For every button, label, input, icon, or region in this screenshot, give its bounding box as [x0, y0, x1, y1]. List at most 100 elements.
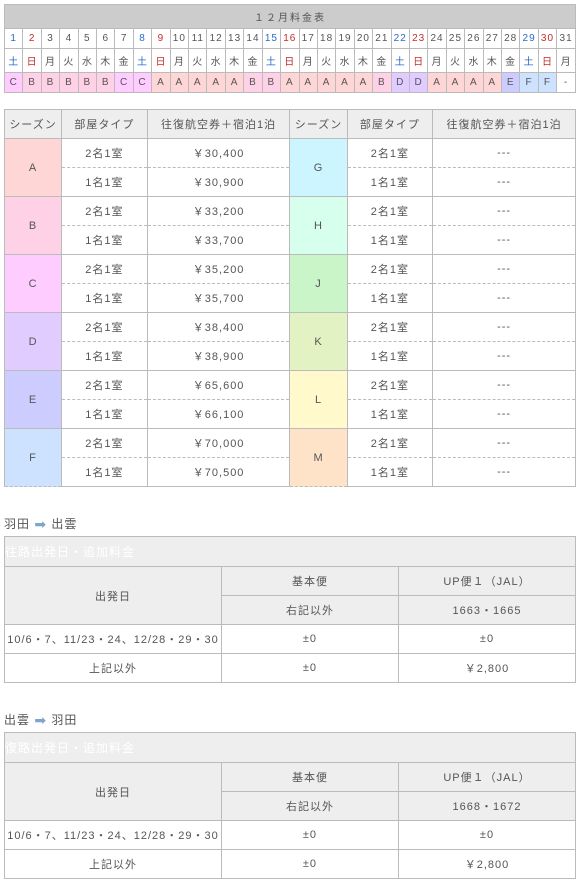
cal-day: 20: [354, 29, 372, 49]
cal-season: A: [336, 73, 354, 93]
cal-season: A: [189, 73, 207, 93]
flight-th-dep: 出発日: [5, 567, 222, 625]
cal-day: 18: [317, 29, 335, 49]
cal-season: B: [60, 73, 78, 93]
room-cell: 2名1室: [347, 139, 433, 168]
room-cell: 1名1室: [62, 342, 148, 371]
route-label: 出雲 ➡ 羽田: [4, 711, 576, 729]
price-cell: ￥70,000: [147, 429, 290, 458]
cal-weekday: 木: [354, 49, 372, 73]
price-cell: ---: [433, 168, 576, 197]
cal-season: A: [170, 73, 188, 93]
cal-weekday: 月: [41, 49, 59, 73]
cal-weekday: 木: [483, 49, 501, 73]
cal-season: A: [225, 73, 243, 93]
flight-up-cell: ￥2,800: [398, 850, 575, 879]
cal-season: C: [5, 73, 23, 93]
cal-weekday: 木: [97, 49, 115, 73]
cal-season: A: [465, 73, 483, 93]
cal-weekday: 日: [538, 49, 556, 73]
cal-weekday: 月: [557, 49, 576, 73]
price-cell: ￥33,700: [147, 226, 290, 255]
flight-up-cell: ±0: [398, 821, 575, 850]
cal-season: B: [78, 73, 96, 93]
room-cell: 1名1室: [347, 400, 433, 429]
flight-basic-cell: ±0: [221, 850, 398, 879]
price-th-price: 往復航空券＋宿泊1泊: [433, 110, 576, 139]
cal-day: 17: [299, 29, 317, 49]
cal-weekday: 月: [170, 49, 188, 73]
price-table: シーズン 部屋タイプ 往復航空券＋宿泊1泊 シーズン 部屋タイプ 往復航空券＋宿…: [4, 109, 576, 487]
cal-day: 8: [133, 29, 151, 49]
price-th-room: 部屋タイプ: [347, 110, 433, 139]
price-cell: ￥38,400: [147, 313, 290, 342]
room-cell: 1名1室: [62, 400, 148, 429]
price-cell: ￥70,500: [147, 458, 290, 487]
price-cell: ---: [433, 458, 576, 487]
flight-th-up-sub: 1668・1672: [398, 792, 575, 821]
cal-season: A: [152, 73, 170, 93]
cal-day: 23: [409, 29, 427, 49]
price-cell: ---: [433, 371, 576, 400]
cal-season: A: [446, 73, 464, 93]
cal-weekday: 木: [225, 49, 243, 73]
cal-day: 13: [225, 29, 243, 49]
flight-th-up: UP便１（JAL）: [398, 567, 575, 596]
cal-season: D: [409, 73, 427, 93]
room-cell: 2名1室: [347, 197, 433, 226]
cal-season: A: [207, 73, 225, 93]
flight-table: 往路出発日・追加料金出発日基本便UP便１（JAL）右記以外1663・166510…: [4, 536, 576, 683]
cal-day: 16: [281, 29, 299, 49]
price-cell: ---: [433, 139, 576, 168]
cal-weekday: 火: [317, 49, 335, 73]
room-cell: 1名1室: [62, 226, 148, 255]
flight-th-basic: 基本便: [221, 567, 398, 596]
season-cell: J: [290, 255, 347, 313]
price-cell: ---: [433, 342, 576, 371]
cal-day: 27: [483, 29, 501, 49]
flight-table: 復路出発日・追加料金出発日基本便UP便１（JAL）右記以外1668・167210…: [4, 732, 576, 879]
price-cell: ---: [433, 400, 576, 429]
flight-title: 往路出発日・追加料金: [5, 537, 576, 567]
room-cell: 1名1室: [347, 168, 433, 197]
cal-season: B: [373, 73, 391, 93]
price-cell: ---: [433, 429, 576, 458]
cal-day: 11: [189, 29, 207, 49]
season-cell: E: [5, 371, 62, 429]
flight-basic-cell: ±0: [221, 821, 398, 850]
flight-dep-cell: 10/6・7、11/23・24、12/28・29・30: [5, 625, 222, 654]
cal-day: 2: [23, 29, 41, 49]
room-cell: 2名1室: [347, 313, 433, 342]
cal-weekday: 土: [5, 49, 23, 73]
cal-weekday: 金: [115, 49, 133, 73]
cal-weekday: 日: [152, 49, 170, 73]
cal-day: 24: [428, 29, 446, 49]
cal-weekday: 日: [23, 49, 41, 73]
cal-weekday: 水: [207, 49, 225, 73]
cal-day: 26: [465, 29, 483, 49]
cal-day: 25: [446, 29, 464, 49]
price-cell: ---: [433, 226, 576, 255]
room-cell: 2名1室: [62, 139, 148, 168]
season-cell: K: [290, 313, 347, 371]
room-cell: 1名1室: [347, 284, 433, 313]
cal-weekday: 土: [520, 49, 538, 73]
cal-day: 28: [501, 29, 519, 49]
price-th-season: シーズン: [290, 110, 347, 139]
cal-season: C: [133, 73, 151, 93]
flight-th-basic-sub: 右記以外: [221, 596, 398, 625]
room-cell: 1名1室: [347, 226, 433, 255]
cal-weekday: 金: [501, 49, 519, 73]
cal-day: 29: [520, 29, 538, 49]
cal-day: 14: [244, 29, 262, 49]
cal-day: 31: [557, 29, 576, 49]
price-cell: ---: [433, 313, 576, 342]
cal-day: 15: [262, 29, 280, 49]
cal-season: A: [299, 73, 317, 93]
cal-season: A: [281, 73, 299, 93]
season-cell: H: [290, 197, 347, 255]
flight-dep-cell: 上記以外: [5, 654, 222, 683]
season-cell: G: [290, 139, 347, 197]
cal-day: 7: [115, 29, 133, 49]
cal-season: F: [538, 73, 556, 93]
